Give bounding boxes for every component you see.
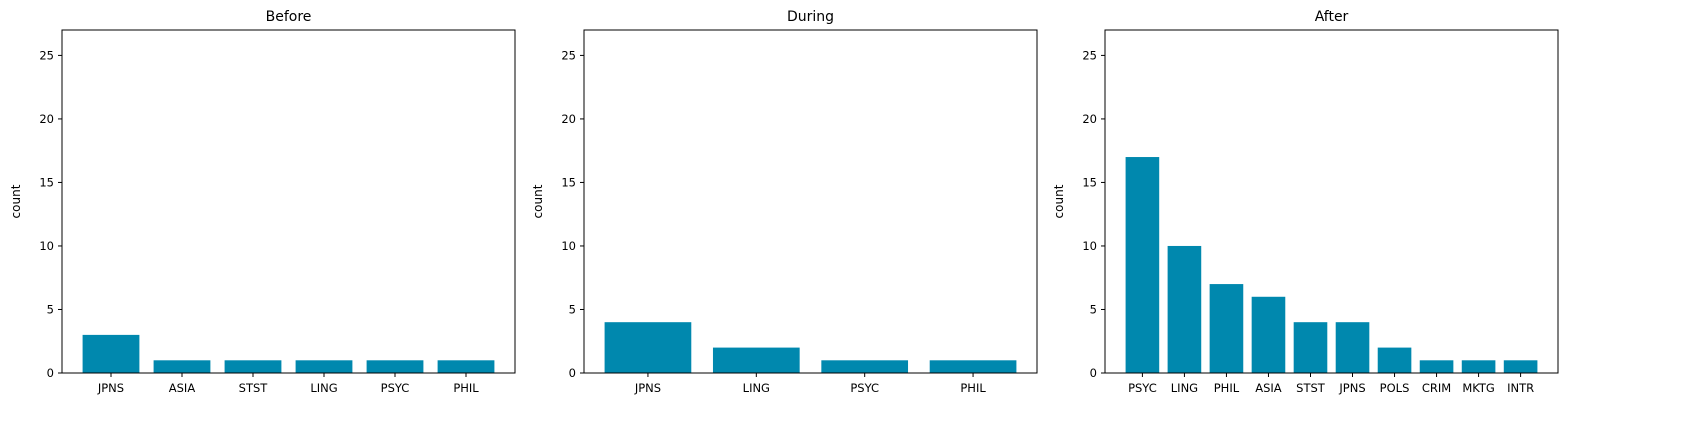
bar-phil xyxy=(1209,284,1244,373)
x-tick-label-crim: CRIM xyxy=(1422,381,1451,395)
y-tick-label: 20 xyxy=(1082,112,1097,126)
bar-ling xyxy=(712,347,800,373)
x-tick-label-asia: ASIA xyxy=(1255,381,1282,395)
panel-title: After xyxy=(1315,9,1349,25)
x-tick-label-ling: LING xyxy=(743,381,770,395)
bar-stst xyxy=(1293,322,1328,373)
y-tick-label: 5 xyxy=(47,302,54,316)
x-tick-label-phil: PHIL xyxy=(960,381,986,395)
bar-crim xyxy=(1419,360,1454,373)
y-axis-label: count xyxy=(1052,184,1066,218)
x-tick-label-psyc: PSYC xyxy=(381,381,410,395)
bar-phil xyxy=(929,360,1017,373)
bar-psyc xyxy=(366,360,424,373)
bar-ling xyxy=(1167,245,1202,373)
y-tick-label: 15 xyxy=(561,175,576,189)
y-tick-label: 20 xyxy=(561,112,576,126)
x-tick-label-psyc: PSYC xyxy=(850,381,879,395)
panel-title: During xyxy=(787,9,834,25)
x-tick-label-ling: LING xyxy=(1171,381,1198,395)
y-axis-label: count xyxy=(9,184,23,218)
y-tick-label: 5 xyxy=(1090,302,1097,316)
y-tick-label: 10 xyxy=(561,239,576,253)
bar-jpns xyxy=(82,334,140,373)
bar-jpns xyxy=(604,322,692,373)
x-tick-label-asia: ASIA xyxy=(169,381,196,395)
y-tick-label: 0 xyxy=(1090,366,1097,380)
bar-pols xyxy=(1377,347,1412,373)
x-tick-label-psyc: PSYC xyxy=(1128,381,1157,395)
panel-before: 0 5 10 15 20 25 JPNS ASIA STST LING PSYC PHIL Before… xyxy=(9,9,516,395)
x-tick-label-jpns: JPNS xyxy=(1338,381,1365,395)
bar-psyc xyxy=(821,360,909,373)
y-tick-label: 25 xyxy=(39,48,54,62)
x-tick-label-jpns: JPNS xyxy=(634,381,661,395)
bar-asia xyxy=(153,360,211,373)
x-tick-label-mktg: MKTG xyxy=(1462,381,1495,395)
axes-frame xyxy=(583,29,1038,374)
bar-psyc xyxy=(1125,157,1160,373)
y-tick-label: 5 xyxy=(569,302,576,316)
y-tick-label: 10 xyxy=(39,239,54,253)
x-tick-label-pols: POLS xyxy=(1380,381,1410,395)
bar-ling xyxy=(295,360,353,373)
y-tick-label: 10 xyxy=(1082,239,1097,253)
x-tick-label-ling: LING xyxy=(310,381,337,395)
y-tick-label: 15 xyxy=(1082,175,1097,189)
bar-asia xyxy=(1251,296,1286,373)
x-tick-label-stst: STST xyxy=(239,381,269,395)
panel-during: 0 5 10 15 20 25 JPNS LING PSYC PHIL During count xyxy=(531,9,1038,395)
y-tick-label: 20 xyxy=(39,112,54,126)
bar-mktg xyxy=(1461,360,1496,373)
x-tick-label-intr: INTR xyxy=(1507,381,1534,395)
x-tick-label-phil: PHIL xyxy=(453,381,479,395)
y-tick-label: 25 xyxy=(1082,48,1097,62)
y-axis-label: count xyxy=(531,184,545,218)
bar-jpns xyxy=(1335,322,1370,373)
axes-frame xyxy=(1104,29,1559,374)
bar-stst xyxy=(224,360,282,373)
x-tick-label-jpns: JPNS xyxy=(97,381,124,395)
bar-phil xyxy=(437,360,495,373)
x-tick-label-phil: PHIL xyxy=(1214,381,1240,395)
x-tick-label-stst: STST xyxy=(1296,381,1326,395)
panel-after: 0 5 10 15 20 25 PSYC LING PHIL ASIA STST JPNS POLS CR… xyxy=(1052,9,1559,395)
y-tick-label: 0 xyxy=(47,366,54,380)
bar-intr xyxy=(1503,360,1538,373)
axes-frame xyxy=(61,29,516,374)
panel-title: Before xyxy=(266,9,312,25)
y-tick-label: 15 xyxy=(39,175,54,189)
y-tick-label: 0 xyxy=(569,366,576,380)
y-tick-label: 25 xyxy=(561,48,576,62)
